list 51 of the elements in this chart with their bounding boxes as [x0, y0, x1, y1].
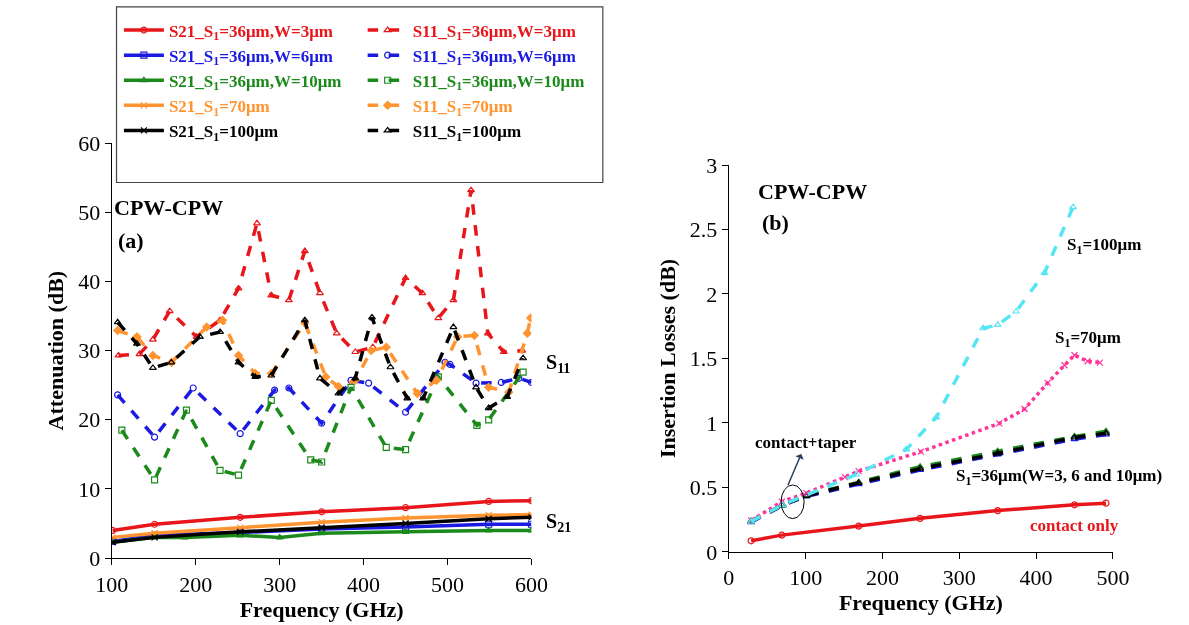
y-tick-label: 40: [78, 269, 101, 295]
y-tick-label: 2.5: [689, 217, 718, 243]
annotation: S$_{1}$=36μm(W=3, 6 and 10μm): [956, 466, 1163, 488]
y-tick-label: 1.5: [689, 346, 718, 372]
y-tick-label: 2: [706, 281, 718, 307]
legend-label: S21_S$_{1}$=36μm,W=3μm: [168, 21, 334, 44]
y-tick-label: 0: [89, 545, 101, 571]
legend-label: S11_S$_{1}$=100μm: [412, 122, 522, 144]
legend-label: S21_S$_{1}$=36μm,W=6μm: [168, 46, 334, 69]
annotation: S$_{1}$=70μm: [1055, 328, 1121, 350]
x-tick-label: 400: [347, 571, 381, 597]
x-tick-label: 200: [179, 571, 213, 597]
y-axis-title: Attenuation (dB): [43, 270, 69, 431]
x-tick-label: 0: [723, 565, 735, 591]
x-tick-label: 400: [1019, 565, 1053, 591]
legend-label: S11_S$_{1}$=36μm,W=6μm: [412, 46, 576, 69]
x-tick-label: 100: [789, 565, 823, 591]
y-tick-label: 1: [706, 410, 718, 436]
annotation: contact only: [1030, 516, 1119, 535]
y-tick-label: 20: [78, 407, 101, 433]
x-tick-label: 500: [431, 571, 465, 597]
x-tick-label: 600: [514, 571, 548, 597]
legend-label: S21_S$_{1}$=70μm: [168, 96, 270, 119]
x-tick-label: 300: [942, 565, 976, 591]
annotation: contact+taper: [755, 433, 857, 452]
text: CPW-CPW: [758, 179, 868, 204]
y-tick-label: 0: [706, 539, 718, 565]
legend-label: S11_S$_{1}$=70μm: [412, 96, 513, 119]
text: S$_{11}$: [546, 351, 571, 377]
text: S$_{21}$: [546, 510, 572, 536]
text: (b): [762, 210, 789, 235]
y-tick-label: 50: [78, 199, 101, 225]
y-tick-label: 60: [78, 130, 101, 156]
x-axis-title: Frequency (GHz): [239, 596, 404, 622]
text: (a): [118, 228, 144, 253]
x-tick-label: 500: [1096, 565, 1130, 591]
legend-label: S21_S$_{1}$=100μm: [168, 122, 279, 144]
y-tick-label: 3: [706, 152, 718, 178]
y-tick-label: 0.5: [689, 475, 718, 501]
legend-label: S21_S$_{1}$=36μm,W=10μm: [168, 71, 342, 94]
legend-label: S11_S$_{1}$=36μm,W=10μm: [412, 71, 585, 94]
legend-label: S11_S$_{1}$=36μm,W=3μm: [412, 21, 576, 44]
text: CPW-CPW: [114, 195, 224, 220]
x-tick-label: 100: [95, 571, 129, 597]
annotation: S$_{1}$=100μm: [1067, 235, 1142, 257]
y-tick-label: 10: [78, 476, 101, 502]
y-axis-title: Insertion Losses (dB): [654, 258, 680, 459]
x-tick-label: 200: [865, 565, 899, 591]
x-axis-title: Frequency (GHz): [838, 590, 1003, 616]
y-tick-label: 30: [78, 338, 101, 364]
x-tick-label: 300: [263, 571, 297, 597]
